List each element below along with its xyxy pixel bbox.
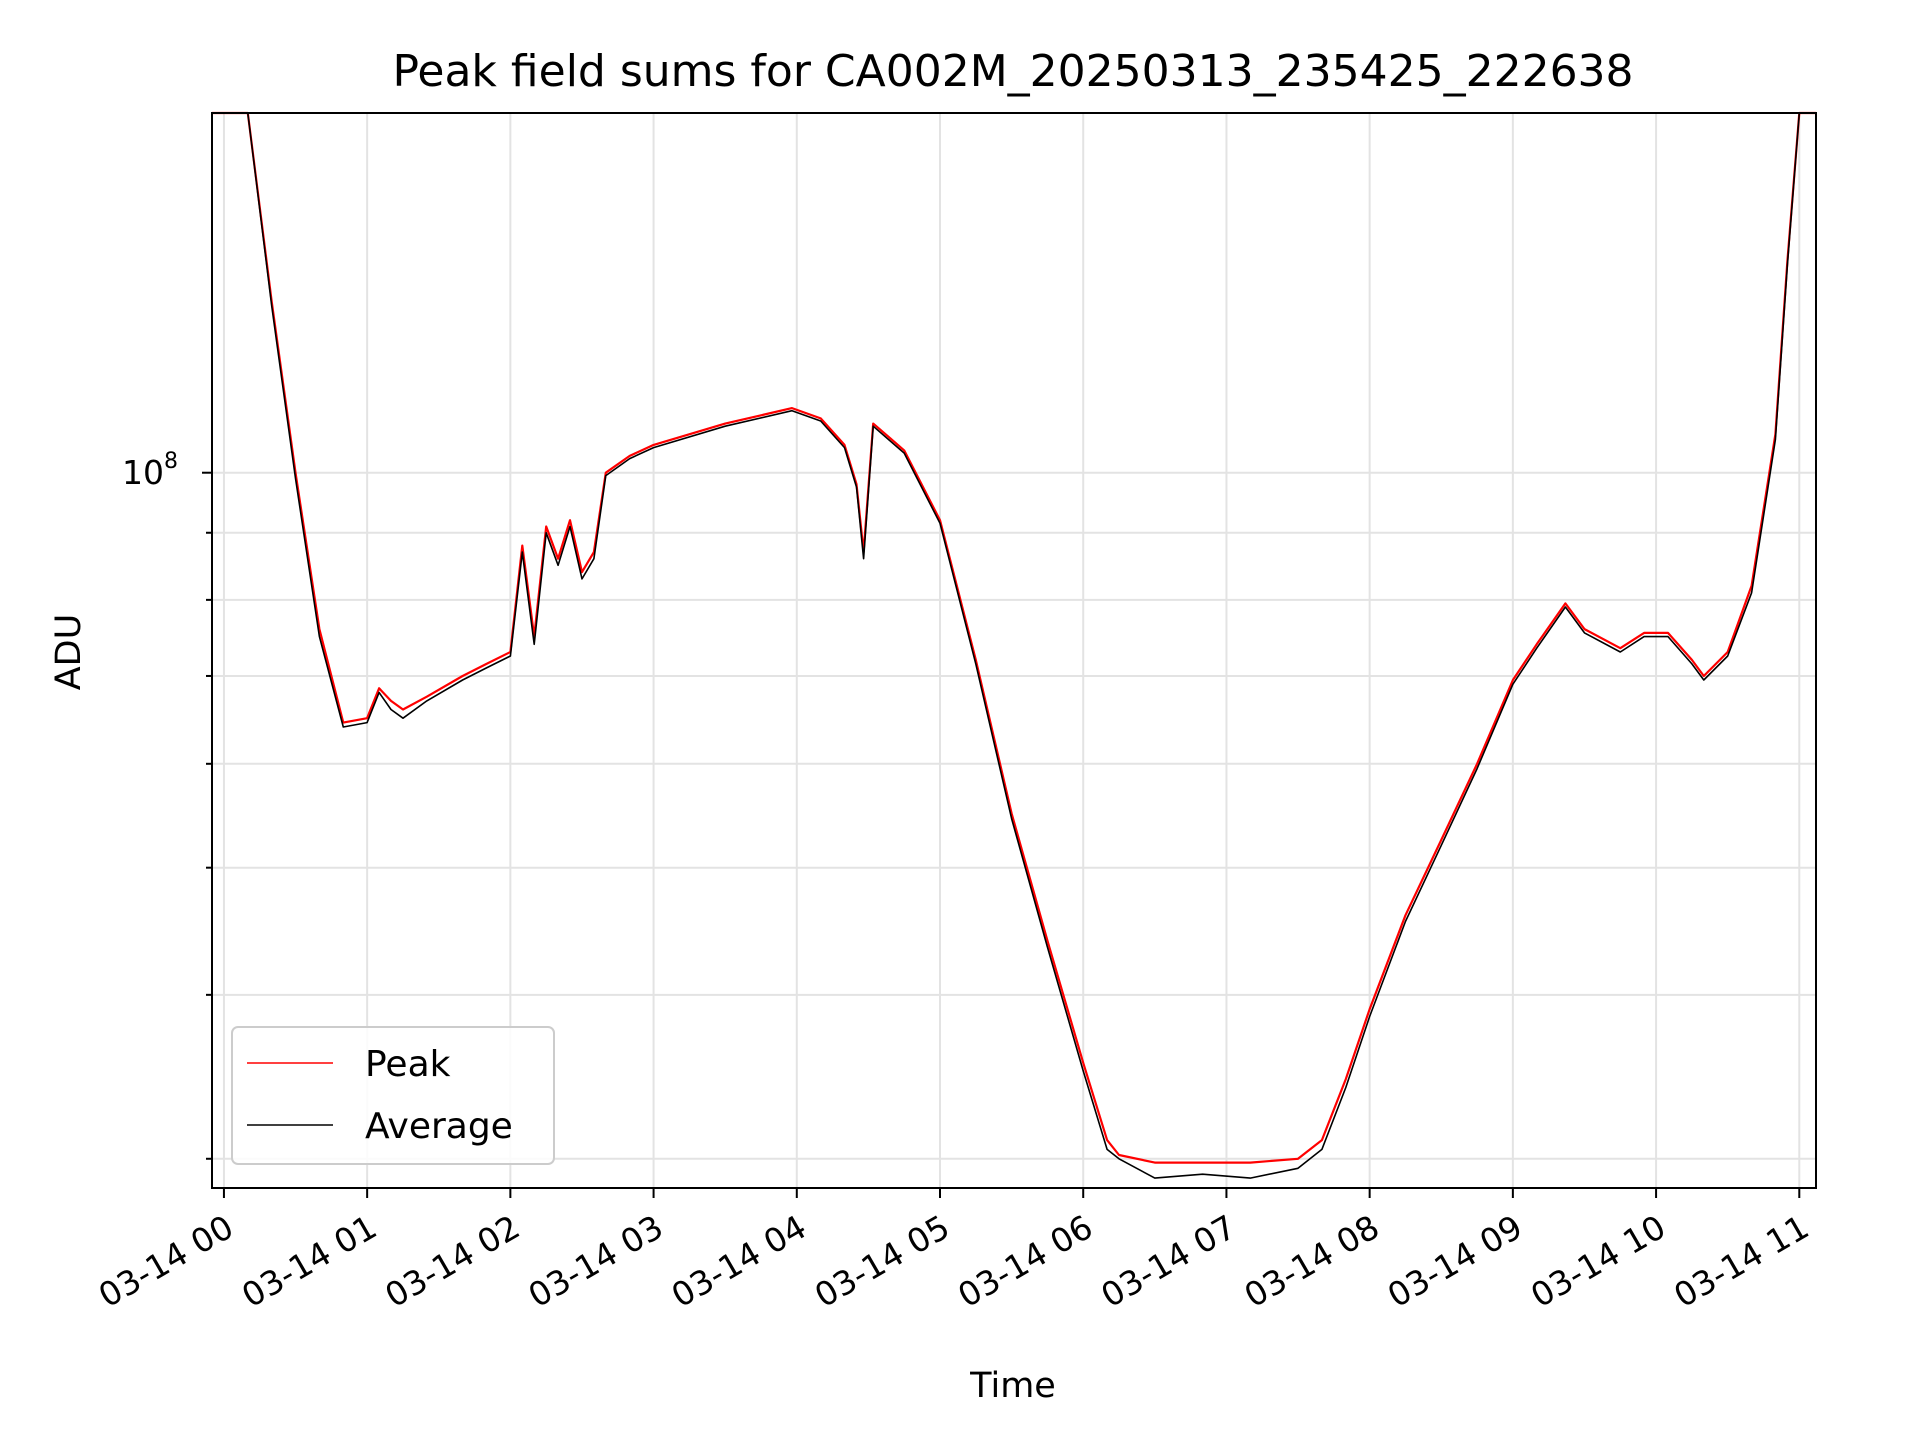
x-tick-label: 03-14 03 [522,1207,670,1315]
svg-text:108: 108 [122,449,178,492]
plot-lines [212,111,1816,1179]
x-tick-label: 03-14 09 [1381,1207,1529,1315]
x-tick-label: 03-14 05 [808,1207,956,1315]
y-axis-ticks [202,471,212,1160]
x-tick-label: 03-14 11 [1667,1207,1815,1315]
legend-box [231,1026,555,1165]
y-tick-exponent: 8 [164,449,178,474]
plot-frame [211,112,1817,1189]
series-line-peak [212,111,1816,1164]
y-tick-label: 108 [122,449,178,492]
y-axis-label: ADU [49,614,89,691]
x-tick-label: 03-14 06 [951,1207,1099,1315]
series-line-average [212,112,1816,1179]
legend: Peak Average [231,1026,555,1165]
legend-label-average: Average [365,1106,513,1147]
x-tick-label: 03-14 00 [92,1207,240,1315]
x-tick-label: 03-14 01 [235,1207,383,1315]
x-tick-label: 03-14 08 [1238,1207,1386,1315]
grid [212,113,1816,1188]
x-tick-label: 03-14 10 [1524,1207,1672,1315]
x-tick-label: 03-14 04 [665,1207,813,1315]
y-tick-base: 10 [122,453,164,492]
x-tick-label: 03-14 07 [1094,1207,1242,1315]
x-tick-label: 03-14 02 [378,1207,526,1315]
chart-title: Peak field sums for CA002M_20250313_2354… [392,46,1633,97]
x-axis-label: Time [969,1366,1056,1406]
legend-label-peak: Peak [365,1044,451,1085]
